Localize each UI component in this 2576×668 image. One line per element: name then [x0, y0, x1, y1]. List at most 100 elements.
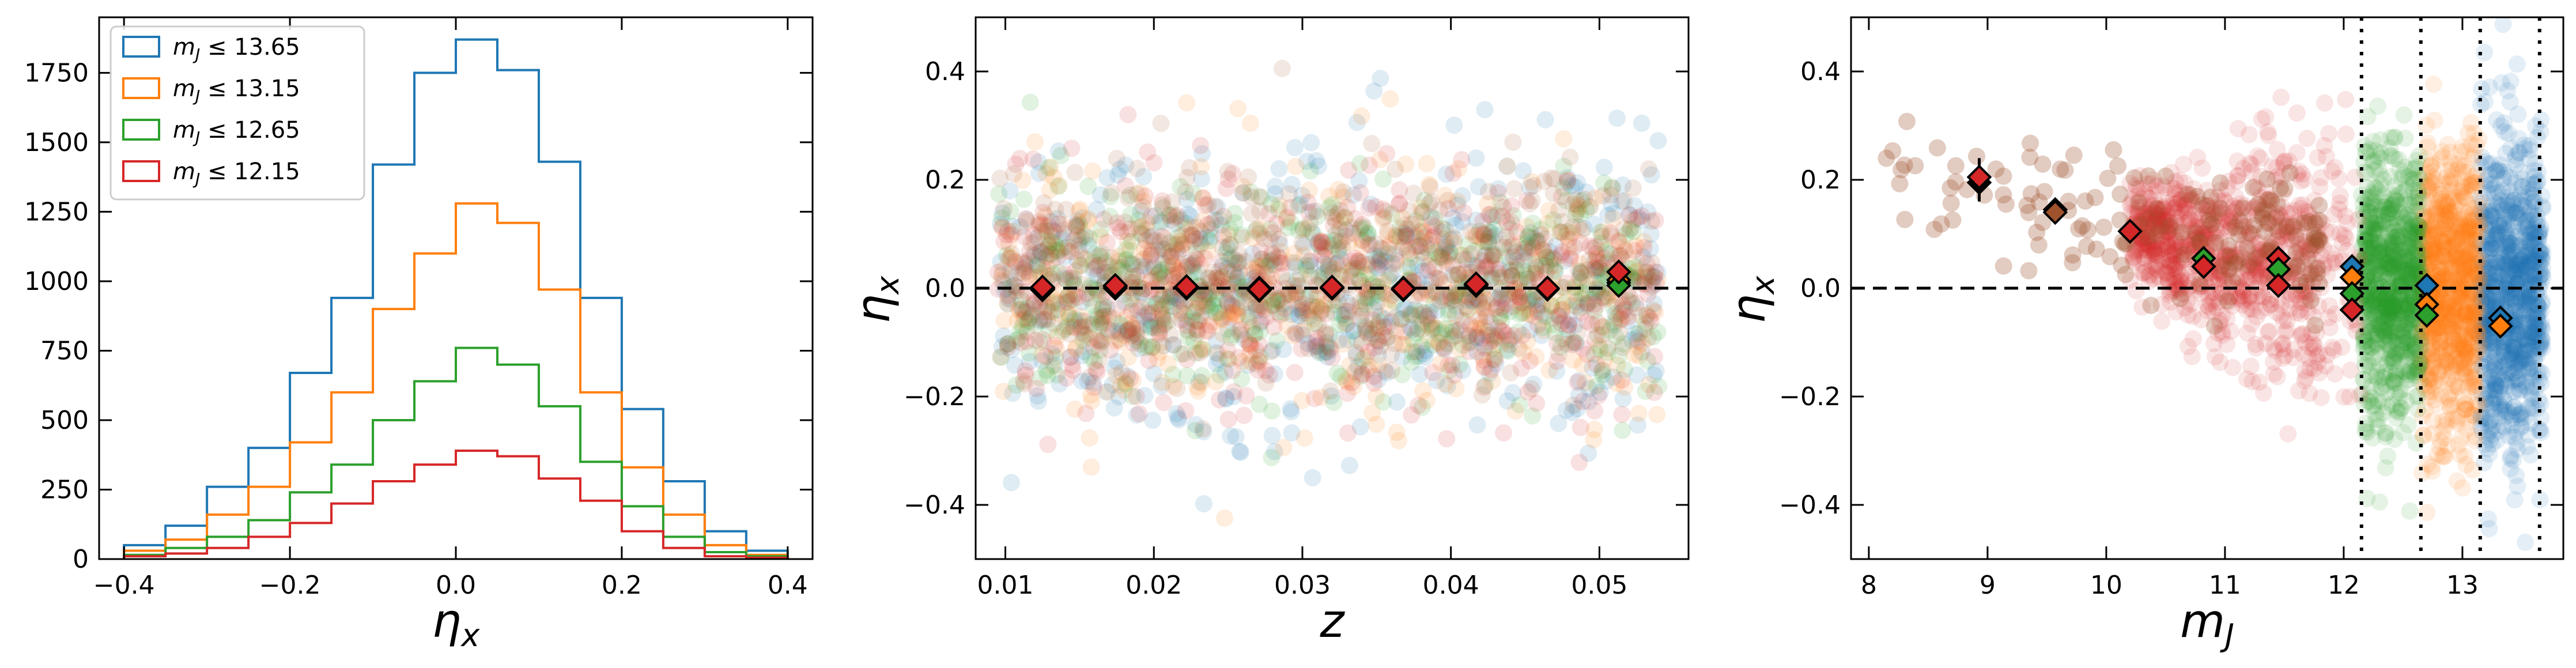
scatter-point	[2530, 338, 2548, 356]
scatter-point	[1005, 277, 1023, 295]
scatter-point	[2529, 315, 2547, 333]
scatter-point	[1139, 143, 1157, 161]
scatter-point	[1586, 252, 1604, 270]
scatter-point	[1403, 353, 1421, 371]
scatter-point	[1049, 243, 1067, 261]
scatter-point	[1527, 348, 1545, 365]
scatter-point	[1014, 303, 1032, 320]
scatter-point	[1153, 227, 1171, 245]
scatter-point	[2522, 329, 2540, 346]
scatter-point	[2418, 503, 2436, 521]
scatter-point	[2503, 203, 2521, 221]
scatter-point	[2446, 249, 2464, 267]
scatter-point	[2527, 228, 2545, 246]
scatter-point	[1508, 252, 1525, 270]
scatter-point	[1184, 227, 1202, 244]
scatter-point	[2487, 265, 2505, 283]
scatter-point	[1020, 344, 1038, 362]
scatter-point	[1483, 267, 1501, 285]
scatter-point	[2464, 212, 2482, 229]
scatter-point	[1567, 191, 1585, 209]
scatter-point	[2480, 166, 2498, 184]
scatter-point	[1403, 304, 1421, 322]
scatter-point	[1359, 290, 1377, 308]
scatter-point	[1192, 158, 1210, 176]
scatter-point	[1049, 178, 1067, 195]
scatter-point	[2518, 305, 2536, 323]
scatter-point	[1379, 329, 1397, 346]
scatter-point	[1121, 220, 1139, 238]
scatter-point	[2502, 73, 2520, 90]
scatter-point	[1213, 216, 1230, 234]
scatter-point	[1543, 169, 1561, 187]
scatter-point	[1042, 246, 1060, 263]
scatter-point	[1213, 311, 1230, 329]
scatter-point	[2456, 348, 2474, 366]
scatter-point	[2434, 220, 2452, 237]
scatter-point	[1367, 319, 1385, 337]
scatter-point	[1569, 173, 1587, 191]
scatter-point	[2494, 417, 2512, 435]
scatter-point	[1640, 376, 1658, 394]
scatter-point	[2495, 281, 2513, 299]
scatter-point	[1413, 398, 1431, 416]
scatter-point	[1336, 316, 1354, 334]
scatter-point	[2466, 263, 2484, 281]
scatter-point	[2480, 445, 2498, 463]
scatter-point	[1002, 248, 1019, 266]
scatter-point	[2419, 233, 2437, 251]
scatter-point	[1064, 290, 1082, 308]
scatter-point	[1339, 294, 1357, 312]
scatter-point	[1213, 252, 1230, 270]
scatter-point	[2480, 270, 2498, 288]
scatter-point	[1593, 266, 1611, 284]
scatter-point	[1573, 273, 1591, 290]
scatter-point	[1387, 227, 1404, 244]
scatter-point	[2513, 417, 2530, 435]
scatter-point	[1286, 324, 1304, 342]
scatter-point	[1509, 257, 1527, 275]
scatter-point	[2517, 266, 2535, 284]
scatter-point	[2510, 362, 2528, 380]
scatter-point	[1228, 270, 1246, 288]
scatter-point	[1321, 339, 1339, 357]
scatter-point	[2499, 197, 2517, 214]
scatter-point	[1306, 338, 1324, 356]
scatter-point	[2462, 303, 2480, 320]
scatter-point	[1562, 176, 1580, 194]
scatter-point	[1462, 245, 1480, 263]
scatter-point	[1192, 137, 1210, 154]
scatter-point	[989, 263, 1007, 281]
scatter-point	[1004, 222, 1022, 240]
scatter-point	[1218, 293, 1236, 311]
scatter-point	[1510, 339, 1528, 357]
scatter-point	[1283, 424, 1301, 441]
scatter-point	[1558, 169, 1576, 187]
scatter-point	[1411, 237, 1429, 255]
scatter-point	[2521, 235, 2539, 252]
scatter-point	[2498, 220, 2516, 237]
scatter-point	[1636, 273, 1653, 290]
scatter-point	[2418, 258, 2436, 275]
scatter-point	[2492, 220, 2510, 238]
scatter-point	[1161, 297, 1179, 315]
scatter-point	[1642, 312, 1660, 330]
scatter-point	[1092, 221, 1110, 239]
scatter-point	[1457, 251, 1475, 269]
scatter-point	[1223, 249, 1241, 267]
scatter-point	[1543, 297, 1561, 315]
scatter-point	[1475, 358, 1493, 376]
scatter-point	[1064, 272, 1082, 290]
scatter-point	[1214, 325, 1232, 343]
scatter-point	[1561, 247, 1579, 265]
scatter-point	[1621, 206, 1638, 224]
scatter-point	[1124, 267, 1142, 285]
scatter-point	[1478, 326, 1495, 344]
scatter-point	[1521, 321, 1539, 339]
scatter-point	[1611, 305, 1629, 323]
scatter-point	[1587, 297, 1604, 315]
scatter-point	[1361, 321, 1379, 339]
scatter-point	[2460, 239, 2478, 256]
scatter-point	[1101, 341, 1119, 359]
scatter-point	[1429, 301, 1446, 319]
